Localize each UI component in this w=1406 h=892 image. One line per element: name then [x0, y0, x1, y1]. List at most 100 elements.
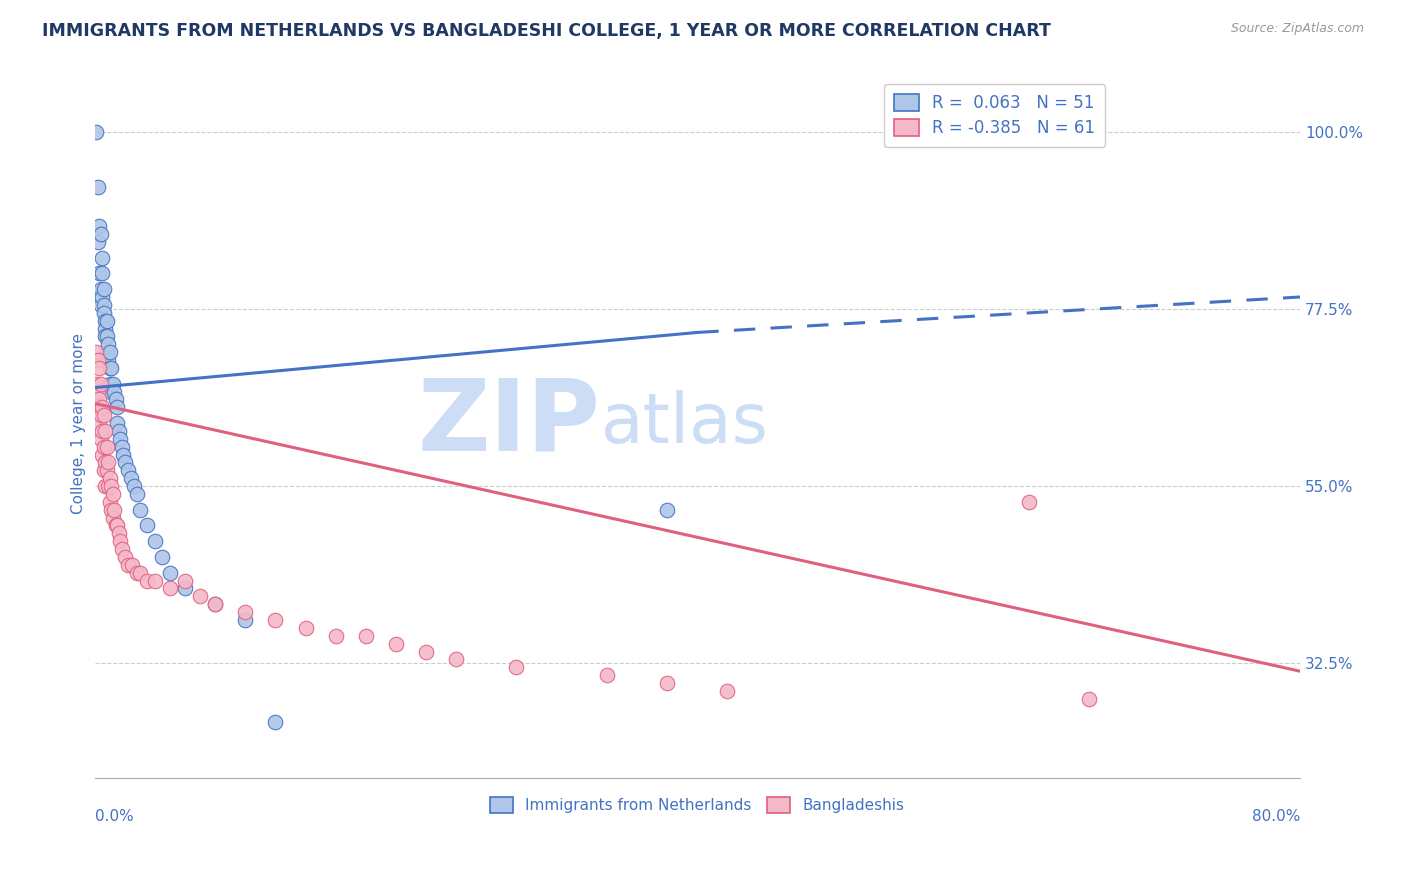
Point	[87, 360, 110, 375]
Point	[294, 621, 316, 635]
Point	[91, 266, 114, 280]
Point	[101, 487, 124, 501]
Point	[385, 637, 408, 651]
Point	[125, 566, 148, 580]
Point	[128, 566, 150, 580]
Point	[128, 502, 150, 516]
Y-axis label: College, 1 year or more: College, 1 year or more	[72, 333, 86, 514]
Point	[105, 518, 128, 533]
Point	[98, 495, 121, 509]
Point	[91, 251, 114, 265]
Legend: Immigrants from Netherlands, Bangladeshis: Immigrants from Netherlands, Bangladeshi…	[484, 791, 910, 820]
Point	[93, 408, 115, 422]
Point	[264, 715, 287, 730]
Point	[107, 424, 129, 438]
Point	[112, 448, 135, 462]
Point	[444, 652, 467, 666]
Point	[96, 345, 118, 359]
Point	[108, 432, 131, 446]
Point	[94, 424, 117, 438]
Point	[94, 313, 117, 327]
Point	[96, 440, 118, 454]
Point	[143, 534, 166, 549]
Point	[100, 479, 122, 493]
Point	[91, 448, 114, 462]
Point	[150, 549, 173, 564]
Text: Source: ZipAtlas.com: Source: ZipAtlas.com	[1230, 22, 1364, 36]
Point	[97, 479, 120, 493]
Point	[90, 432, 112, 446]
Point	[117, 558, 139, 572]
Point	[120, 471, 142, 485]
Point	[505, 660, 527, 674]
Point	[87, 266, 110, 280]
Point	[87, 392, 110, 407]
Point	[101, 510, 124, 524]
Point	[105, 401, 128, 415]
Point	[122, 479, 145, 493]
Point	[117, 463, 139, 477]
Point	[93, 306, 115, 320]
Point	[159, 566, 181, 580]
Point	[93, 282, 115, 296]
Point	[90, 298, 112, 312]
Point	[114, 549, 136, 564]
Text: 0.0%: 0.0%	[94, 809, 134, 824]
Text: IMMIGRANTS FROM NETHERLANDS VS BANGLADESHI COLLEGE, 1 YEAR OR MORE CORRELATION C: IMMIGRANTS FROM NETHERLANDS VS BANGLADES…	[42, 22, 1052, 40]
Text: 80.0%: 80.0%	[1251, 809, 1301, 824]
Point	[108, 534, 131, 549]
Point	[90, 227, 112, 241]
Point	[93, 298, 115, 312]
Point	[90, 408, 112, 422]
Point	[103, 384, 125, 399]
Point	[94, 479, 117, 493]
Point	[86, 384, 108, 399]
Point	[657, 676, 679, 690]
Point	[104, 518, 127, 533]
Point	[415, 644, 437, 658]
Point	[86, 235, 108, 249]
Point	[96, 313, 118, 327]
Point	[100, 384, 122, 399]
Point	[84, 376, 107, 391]
Point	[264, 613, 287, 627]
Point	[91, 290, 114, 304]
Point	[87, 219, 110, 233]
Point	[105, 416, 128, 430]
Point	[94, 455, 117, 469]
Point	[121, 558, 143, 572]
Point	[111, 440, 134, 454]
Point	[114, 455, 136, 469]
Point	[90, 282, 112, 296]
Point	[111, 542, 134, 557]
Point	[233, 613, 256, 627]
Point	[86, 401, 108, 415]
Text: atlas: atlas	[600, 390, 769, 457]
Point	[125, 487, 148, 501]
Point	[188, 590, 211, 604]
Point	[101, 376, 124, 391]
Point	[1078, 691, 1101, 706]
Point	[354, 629, 377, 643]
Point	[174, 574, 197, 588]
Point	[204, 597, 226, 611]
Point	[100, 360, 122, 375]
Point	[596, 668, 619, 682]
Point	[716, 684, 738, 698]
Point	[94, 321, 117, 335]
Point	[136, 518, 159, 533]
Point	[91, 424, 114, 438]
Point	[233, 605, 256, 619]
Point	[100, 502, 122, 516]
Point	[90, 376, 112, 391]
Point	[97, 353, 120, 368]
Point	[84, 124, 107, 138]
Point	[104, 392, 127, 407]
Point	[204, 597, 226, 611]
Point	[93, 463, 115, 477]
Point	[84, 345, 107, 359]
Point	[98, 471, 121, 485]
Point	[96, 463, 118, 477]
Point	[98, 345, 121, 359]
Point	[96, 329, 118, 343]
